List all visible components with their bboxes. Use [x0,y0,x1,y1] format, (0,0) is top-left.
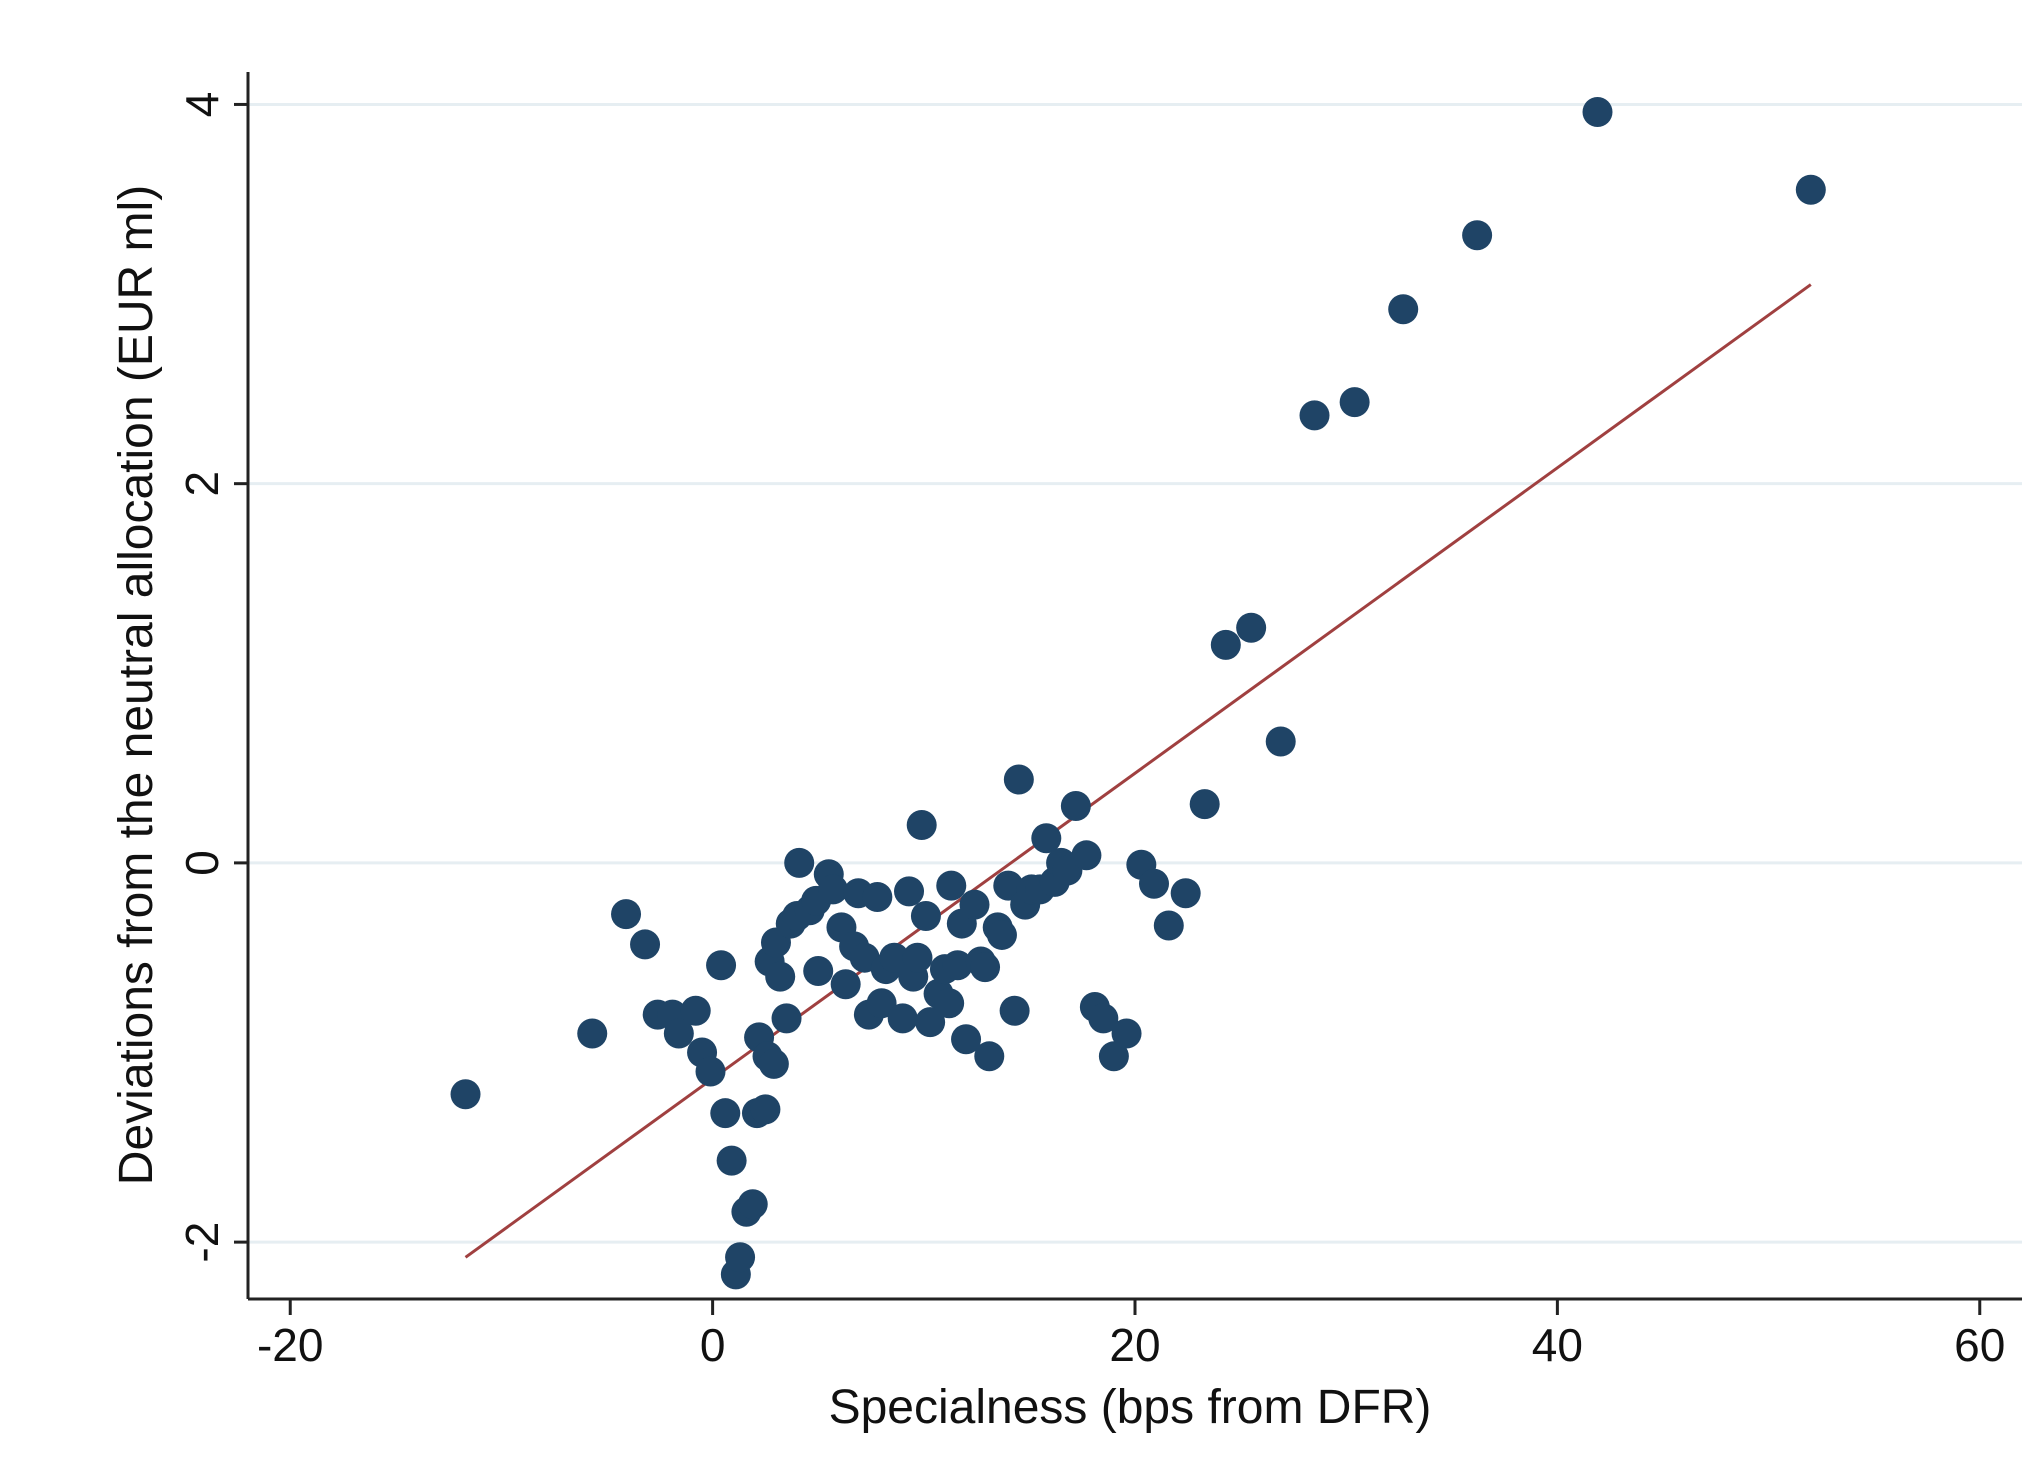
data-point-82 [1153,910,1184,941]
data-point-47 [902,942,933,973]
y-tick-label-3: 4 [176,92,228,118]
data-point-87 [1265,726,1296,757]
data-point-31 [803,955,834,986]
data-point-83 [1170,878,1201,909]
data-point-78 [1098,1041,1129,1072]
fit-line [464,283,1812,1259]
data-point-77 [1088,1003,1119,1034]
data-point-40 [862,882,893,913]
data-point-12 [716,1145,747,1176]
data-point-0 [450,1079,481,1110]
data-point-10 [706,950,737,981]
data-point-91 [1462,220,1493,251]
data-point-9 [695,1056,726,1087]
data-point-65 [999,995,1030,1026]
data-point-57 [951,1024,982,1055]
data-point-55 [942,950,973,981]
data-point-28 [784,847,815,878]
data-point-16 [737,1189,768,1220]
data-point-35 [830,969,861,1000]
y-tick-label-2: 2 [176,471,228,497]
x-tick-label-1: 0 [700,1319,726,1371]
data-point-53 [934,988,965,1019]
data-point-11 [710,1098,741,1129]
data-point-92 [1582,97,1613,128]
data-point-88 [1299,400,1330,431]
data-point-25 [771,1003,802,1034]
data-point-61 [974,1041,1005,1072]
x-tick-label-0: -20 [257,1319,323,1371]
data-point-66 [1003,764,1034,795]
y-tick-label-0: -2 [176,1222,228,1263]
data-point-33 [817,874,848,905]
data-point-50 [915,1007,946,1038]
x-tick-label-3: 40 [1532,1319,1583,1371]
data-point-49 [910,900,941,931]
data-point-43 [879,942,910,973]
data-point-84 [1189,789,1220,820]
data-point-85 [1210,629,1241,660]
data-point-81 [1139,868,1170,899]
x-axis-title: Specialness (bps from DFR) [829,1381,1432,1434]
data-point-14 [725,1242,756,1273]
data-point-79 [1111,1018,1142,1049]
data-point-54 [936,870,967,901]
y-tick-label-1: 0 [176,850,228,876]
data-point-60 [970,952,1001,983]
data-point-70 [1031,823,1062,854]
grid-layer [248,102,2022,1244]
data-point-63 [986,919,1017,950]
data-point-3 [630,929,661,960]
data-point-19 [750,1094,781,1125]
point-layer [450,97,1826,1290]
data-point-90 [1388,294,1419,325]
data-point-24 [765,961,796,992]
data-point-75 [1071,840,1102,871]
data-point-89 [1339,387,1370,418]
x-tick-label-4: 60 [1954,1319,2005,1371]
fit-layer [464,283,1812,1259]
y-axis-title: Deviations from the neutral allocation (… [110,185,163,1185]
data-point-1 [577,1018,608,1049]
data-point-93 [1795,174,1826,205]
x-tick-label-2: 20 [1109,1319,1160,1371]
data-point-22 [758,1048,789,1079]
data-point-44 [887,1003,918,1034]
data-point-58 [959,889,990,920]
data-point-7 [680,995,711,1026]
data-point-41 [866,988,897,1019]
data-point-2 [611,899,642,930]
data-point-48 [906,809,937,840]
data-point-86 [1236,612,1267,643]
data-point-74 [1060,791,1091,822]
data-point-6 [663,1018,694,1049]
data-point-45 [894,876,925,907]
